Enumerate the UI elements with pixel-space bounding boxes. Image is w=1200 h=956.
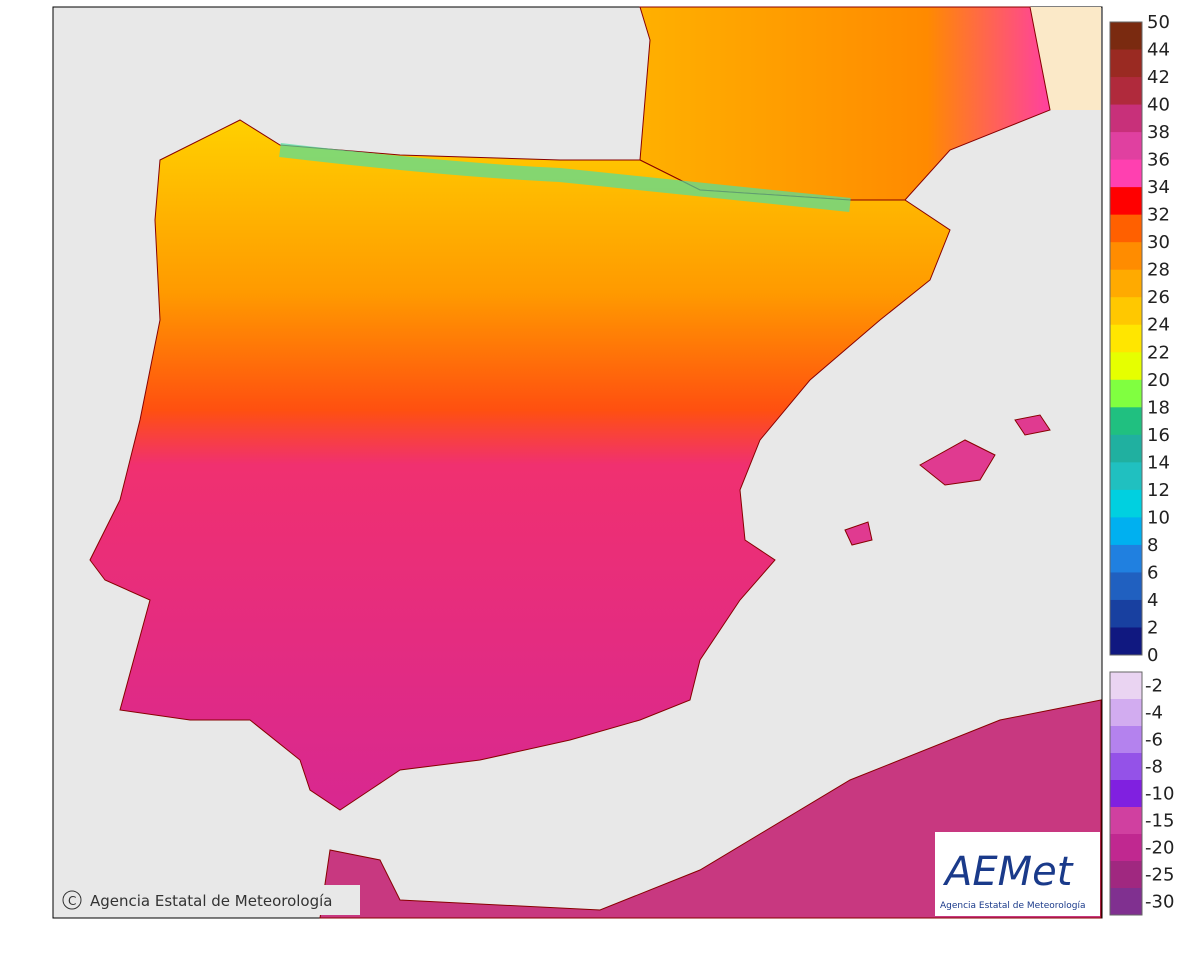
- logo-subtitle: Agencia Estatal de Meteorología: [940, 901, 1086, 911]
- legend-label: 42: [1147, 67, 1170, 88]
- legend-label: 14: [1147, 452, 1170, 473]
- legend-label: -10: [1145, 784, 1174, 805]
- legend-label: 16: [1147, 425, 1170, 446]
- legend-label: 32: [1147, 205, 1170, 226]
- legend-frame: [1109, 671, 1143, 916]
- legend-swatch: [1110, 807, 1142, 835]
- mallorca: [919, 439, 996, 486]
- copyright-symbol: C: [68, 894, 76, 908]
- legend-swatch: [1110, 297, 1142, 326]
- legend-swatch: [1110, 462, 1142, 491]
- legend-label: 44: [1147, 40, 1170, 61]
- legend-label: 30: [1147, 232, 1170, 253]
- legend-label: 12: [1147, 480, 1170, 501]
- legend-swatch: [1110, 407, 1142, 436]
- legend-label: -8: [1145, 757, 1163, 778]
- legend-swatch: [1110, 780, 1142, 808]
- legend-swatch: [1110, 49, 1142, 78]
- legend-label: 20: [1147, 370, 1170, 391]
- legend-swatch: [1110, 699, 1142, 727]
- ibiza: [844, 521, 873, 546]
- legend: 5044424038363432302826242220181614121086…: [1109, 12, 1174, 916]
- legend-swatch: [1110, 214, 1142, 243]
- copyright-box: [55, 885, 360, 915]
- legend-swatch: [1110, 269, 1142, 298]
- legend-label: 28: [1147, 260, 1170, 281]
- legend-swatch: [1110, 379, 1142, 408]
- land-outside: [1030, 7, 1101, 110]
- legend-label: -20: [1145, 838, 1174, 859]
- legend-swatch: [1110, 77, 1142, 106]
- legend-label: 8: [1147, 535, 1158, 556]
- legend-swatch: [1110, 187, 1142, 216]
- legend-label: -4: [1145, 703, 1163, 724]
- legend-label: 36: [1147, 150, 1170, 171]
- legend-swatch: [1110, 572, 1142, 601]
- legend-swatch: [1110, 352, 1142, 381]
- legend-swatch: [1110, 672, 1142, 700]
- legend-swatch: [1110, 888, 1142, 916]
- legend-swatch: [1110, 132, 1142, 161]
- legend-frame: [1109, 21, 1143, 656]
- menorca: [1014, 414, 1051, 436]
- legend-label: 40: [1147, 95, 1170, 116]
- legend-swatch: [1110, 834, 1142, 862]
- legend-swatch: [1110, 599, 1142, 628]
- legend-swatch: [1110, 489, 1142, 518]
- legend-swatch: [1110, 434, 1142, 463]
- legend-label: 4: [1147, 590, 1158, 611]
- legend-label: 6: [1147, 562, 1158, 583]
- legend-label: 50: [1147, 12, 1170, 33]
- legend-swatch: [1110, 104, 1142, 133]
- legend-swatch: [1110, 726, 1142, 754]
- logo-name: AEMet: [942, 849, 1074, 895]
- legend-label: -2: [1145, 676, 1163, 697]
- africa: [319, 699, 1102, 919]
- legend-label: -6: [1145, 730, 1163, 751]
- legend-label: 38: [1147, 122, 1170, 143]
- legend-swatch: [1110, 242, 1142, 271]
- legend-label: 22: [1147, 342, 1170, 363]
- logo-box: [935, 832, 1100, 916]
- cool-mountains: [279, 143, 851, 212]
- legend-swatch: [1110, 753, 1142, 781]
- legend-label: 24: [1147, 315, 1170, 336]
- legend-swatch: [1110, 324, 1142, 353]
- copyright-icon: [62, 890, 82, 910]
- legend-label: -15: [1145, 811, 1174, 832]
- legend-label: 34: [1147, 177, 1170, 198]
- legend-swatch: [1110, 159, 1142, 188]
- legend-swatch: [1110, 544, 1142, 573]
- legend-label: 0: [1147, 645, 1158, 666]
- legend-label: -30: [1145, 892, 1174, 913]
- legend-swatch: [1110, 861, 1142, 889]
- legend-swatch: [1110, 627, 1142, 656]
- copyright-text: Agencia Estatal de Meteorología: [90, 892, 332, 910]
- legend-swatch: [1110, 517, 1142, 546]
- legend-label: 2: [1147, 617, 1158, 638]
- legend-label: -25: [1145, 865, 1174, 886]
- legend-swatch: [1110, 22, 1142, 51]
- legend-label: 26: [1147, 287, 1170, 308]
- legend-label: 18: [1147, 397, 1170, 418]
- legend-label: 10: [1147, 507, 1170, 528]
